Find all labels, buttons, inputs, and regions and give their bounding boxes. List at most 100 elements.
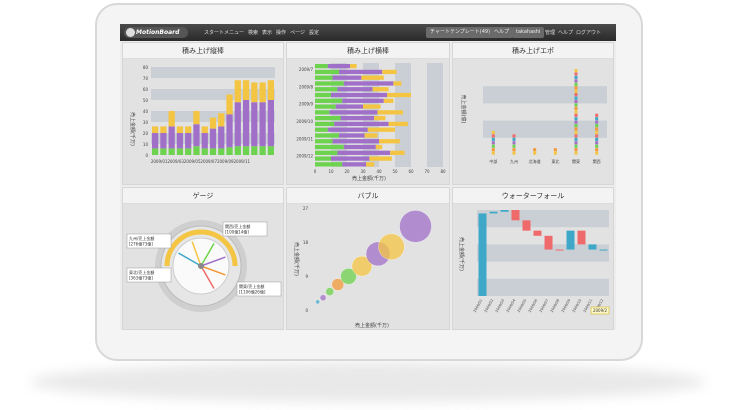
x-tick-label: 2009/07 — [539, 299, 550, 314]
x-axis-label: 売上金額(千万) — [355, 322, 389, 329]
bar-segment — [234, 102, 241, 147]
bubble-mark — [331, 278, 344, 291]
x-tick-label: 2009/09 — [217, 159, 234, 164]
bar-segment — [342, 98, 384, 103]
dot-mark — [574, 89, 578, 93]
dot-mark — [574, 103, 578, 107]
x-tick-label: 50 — [392, 169, 398, 174]
help-button[interactable]: ヘルプ — [490, 27, 514, 38]
bar-segment — [332, 139, 379, 144]
stacked-dot-chart: 売上金額(億) 中部 九州 北海道 東北 関東 関西 — [460, 69, 607, 164]
bar-segment — [315, 98, 343, 103]
grid-band — [151, 67, 275, 78]
dot-mark — [533, 148, 537, 152]
bar-segment — [160, 148, 167, 155]
menu-view[interactable]: 表示 — [262, 30, 273, 36]
logo-icon — [126, 28, 135, 37]
dot-mark — [574, 151, 578, 155]
dot-mark — [574, 96, 578, 100]
x-tick-label: 関西 — [593, 158, 601, 164]
bubble-mark — [378, 233, 405, 260]
dot-mark — [595, 127, 599, 131]
y-tick-label: 80 — [143, 65, 149, 70]
bar-segment — [327, 127, 368, 132]
panel-title: 積み上げ縦棒 — [123, 43, 283, 59]
x-tick-label: 70 — [424, 169, 430, 174]
bar-segment — [160, 126, 167, 133]
menu-logout[interactable]: ログアウト — [576, 30, 602, 36]
bar-segment — [201, 126, 208, 133]
bubble-mark — [315, 299, 320, 304]
bar-segment — [160, 133, 167, 149]
bar-segment — [315, 104, 336, 109]
bar-segment — [218, 126, 225, 149]
dot-mark — [491, 130, 495, 135]
panel-bubble[interactable]: バブル 売上金額(千万) 売上金額(千万) 0 9 18 27 — [286, 187, 450, 330]
dot-mark — [574, 148, 578, 152]
y-tick-label: 10 — [143, 142, 149, 147]
dot-mark — [574, 82, 578, 86]
bar-segment — [367, 127, 395, 132]
menu-help[interactable]: ヘルプ — [558, 30, 574, 36]
logo-text: MotionBoard — [136, 29, 180, 36]
menu-page[interactable]: ページ — [290, 30, 305, 36]
bar-segment — [259, 102, 266, 147]
menu-admin[interactable]: 管理 — [545, 30, 556, 36]
bar-segment — [315, 69, 339, 75]
y-tick-label: 27 — [303, 206, 309, 211]
y-tick-label: 20 — [143, 131, 149, 136]
dot-mark — [574, 124, 578, 128]
bar-segment — [343, 144, 376, 150]
dot-mark — [512, 151, 516, 155]
y-tick-label: 2009/10 — [296, 119, 313, 124]
bubble-mark — [351, 255, 373, 277]
dot-mark — [491, 134, 495, 138]
x-tick-label: 中部 — [489, 158, 497, 164]
panel-gauge[interactable]: ゲージ 九州/売上金額 [276億73億] 東北/売上金額 [363億73億] 関西/売… — [122, 187, 284, 330]
dot-mark — [491, 141, 495, 145]
bar-segment — [331, 156, 370, 161]
callout-line1: 東北/売上金額 — [129, 269, 154, 275]
bar-segment — [374, 116, 386, 121]
user-button[interactable]: takahashi — [512, 27, 545, 38]
panel-stacked-bar[interactable]: 積み上げ横棒 売上金額(千万) 0 10 20 30 40 50 60 70 80 2009/7 2… — [286, 42, 450, 185]
dot-mark — [512, 144, 516, 148]
bar-segment — [242, 80, 250, 100]
bar-segment — [383, 98, 394, 103]
bar-segment — [176, 133, 184, 149]
grid-band — [427, 63, 443, 167]
bar-segment — [185, 148, 192, 155]
bar-segment — [343, 81, 394, 86]
panel-waterfall[interactable]: ウォーターフォール 売上金額(千万) 2009/01 2009/02 2009/03… — [452, 187, 614, 330]
stacked-column-chart: 売上金額(千万) 0 10 20 30 40 50 60 70 80 2009/01 2009/03… — [129, 65, 275, 164]
callout-box — [222, 221, 268, 237]
screen: MotionBoard スタートメニュー 検索 表示 操作 ページ 設定 チャー… — [120, 24, 616, 330]
template-button[interactable]: チャートテンプレート(49) — [426, 27, 495, 38]
dot-mark — [574, 75, 578, 80]
menu-settings[interactable]: 設定 — [308, 30, 319, 36]
bar-segment — [242, 146, 250, 155]
stacked-bar-chart: 売上金額(千万) 0 10 20 30 40 50 60 70 80 2009/7 2009/8 20… — [296, 63, 446, 182]
bar-segment — [382, 69, 397, 75]
dot-mark — [595, 113, 599, 117]
y-axis-label: 売上金額(千万) — [458, 237, 465, 271]
menu-operate[interactable]: 操作 — [276, 30, 287, 36]
x-tick-label: 40 — [376, 169, 382, 174]
x-tick-label: 80 — [440, 169, 446, 174]
gauge-needle — [200, 265, 226, 276]
bar-segment — [329, 110, 378, 115]
menu-start[interactable]: スタートメニュー — [204, 30, 245, 36]
bar-segment — [315, 81, 344, 86]
bar-segment — [267, 146, 274, 155]
dot-mark — [595, 151, 599, 155]
panel-stacked-dot[interactable]: 積み上げエポ 売上金額(億) 中部 九州 北海道 東北 関東 関西 — [452, 42, 614, 185]
bar-segment — [366, 162, 375, 167]
panel-stacked-column[interactable]: 積み上げ縦棒 売上金額(千万) 0 10 20 30 40 50 60 70 80 2009/01… — [122, 42, 284, 185]
callout-box — [126, 267, 172, 283]
x-tick-label: 2009/07 — [200, 159, 217, 164]
dot-mark — [574, 69, 578, 73]
bar-segment — [315, 121, 335, 127]
bar-segment — [335, 104, 363, 109]
selected-label-box — [590, 306, 610, 315]
menu-search[interactable]: 検索 — [248, 30, 259, 36]
